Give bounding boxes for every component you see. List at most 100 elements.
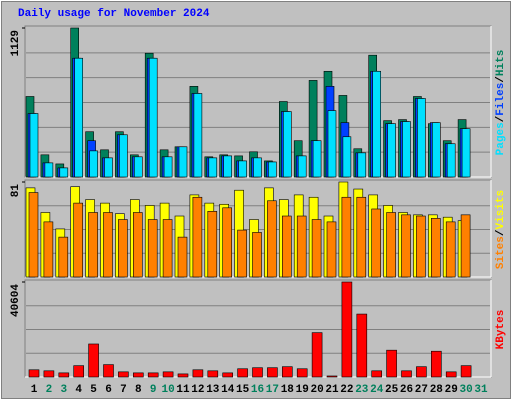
x-tick-label: 8 <box>135 384 142 396</box>
bar <box>44 162 54 178</box>
panel <box>24 279 492 378</box>
bar <box>207 370 219 378</box>
x-tick-label: 17 <box>266 384 279 396</box>
bar <box>445 371 457 378</box>
legend-entry: Files <box>495 83 507 116</box>
x-tick-label: 2 <box>46 384 53 396</box>
x-tick-label: 22 <box>340 384 353 396</box>
x-tick-label: 31 <box>474 384 488 396</box>
x-tick-label: 30 <box>459 384 472 396</box>
bar <box>192 196 203 278</box>
x-tick-label: 1 <box>31 384 38 396</box>
x-tick-label: 14 <box>221 384 235 396</box>
x-tick-label: 11 <box>176 384 190 396</box>
bar <box>297 155 307 178</box>
bar <box>222 207 232 278</box>
bar <box>267 367 278 378</box>
x-tick-label: 18 <box>281 384 295 396</box>
bar <box>460 365 472 378</box>
bar <box>431 122 441 178</box>
bar <box>208 157 218 178</box>
bar <box>416 366 427 378</box>
bar <box>43 370 55 378</box>
bar <box>147 372 159 378</box>
bar <box>119 134 128 178</box>
bar <box>88 343 99 378</box>
bar <box>253 157 262 178</box>
x-tick-label: 25 <box>385 384 399 396</box>
x-tick-label: 21 <box>325 384 339 396</box>
bar <box>357 152 367 178</box>
bar <box>296 368 308 378</box>
bar <box>282 111 292 178</box>
bar <box>446 143 456 178</box>
x-tick-label: 9 <box>150 384 157 396</box>
bar <box>148 57 158 178</box>
bar <box>177 373 189 378</box>
bar <box>222 372 233 378</box>
bar <box>386 349 397 378</box>
bar <box>147 219 158 278</box>
bar <box>28 192 39 278</box>
bar <box>401 370 412 378</box>
bar <box>29 113 39 178</box>
bar <box>223 155 232 178</box>
bar <box>445 221 456 278</box>
bar <box>268 161 277 178</box>
x-tick-label: 20 <box>310 384 323 396</box>
bar <box>89 150 98 178</box>
y-tick-label: 1129 <box>10 30 22 56</box>
x-tick-label: 13 <box>206 384 220 396</box>
bar <box>311 332 323 378</box>
x-tick-label: 28 <box>430 384 444 396</box>
bar <box>193 93 203 178</box>
bar <box>387 123 396 178</box>
bar <box>104 157 113 178</box>
bar <box>58 236 69 278</box>
chart-title: Daily usage for November 2024 <box>18 8 210 20</box>
bar <box>311 219 322 278</box>
legend: Pages/Files/Hits <box>495 50 507 156</box>
x-tick-label: 6 <box>105 384 112 396</box>
bar <box>163 156 173 178</box>
x-tick-label: 7 <box>120 384 127 396</box>
x-tick-label: 4 <box>75 384 82 396</box>
bar <box>327 110 337 178</box>
bar <box>372 70 382 178</box>
x-tick-label: 29 <box>445 384 458 396</box>
bar <box>342 136 352 178</box>
legend-entry: Pages <box>495 122 507 155</box>
bar <box>417 98 426 178</box>
bar <box>43 221 54 278</box>
bar <box>162 371 174 378</box>
bar <box>237 229 247 278</box>
x-tick-label: 23 <box>355 384 369 396</box>
legend-entry: Sites <box>495 236 507 269</box>
bar <box>118 371 129 378</box>
legend-separator: / <box>495 115 507 122</box>
x-tick-label: 3 <box>60 384 67 396</box>
legend: KBytes <box>495 310 507 350</box>
bar <box>356 313 368 378</box>
bar <box>118 219 128 278</box>
x-tick-label: 19 <box>296 384 309 396</box>
x-tick-label: 5 <box>90 384 97 396</box>
x-tick-label: 16 <box>251 384 264 396</box>
bar <box>58 372 70 378</box>
legend-entry: Hits <box>495 50 507 76</box>
bar <box>207 211 218 278</box>
legend-entry: KBytes <box>495 310 507 350</box>
x-tick-label: 15 <box>236 384 250 396</box>
bar <box>103 364 114 378</box>
bar <box>28 369 40 378</box>
bar <box>74 57 83 178</box>
bar <box>252 367 263 378</box>
bar <box>192 369 204 378</box>
bar <box>252 232 262 278</box>
bar <box>177 236 188 278</box>
bar <box>401 214 411 278</box>
bar <box>103 212 113 278</box>
bar <box>237 368 248 378</box>
bar <box>133 372 144 378</box>
